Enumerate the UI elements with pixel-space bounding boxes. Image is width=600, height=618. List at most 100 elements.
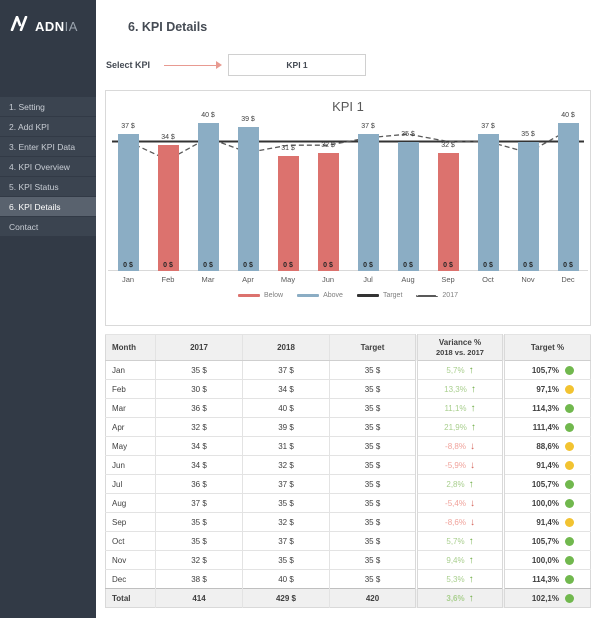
table-row-may: May 34 $31 $35 $ -8,8% ↓ 88,6% — [105, 436, 591, 456]
table-row-jul: Jul 36 $37 $35 $2,8% ↑ 105,7% — [105, 474, 591, 494]
cell-month: Mar — [105, 398, 156, 418]
x-axis-label-dec: Dec — [561, 275, 575, 284]
bar-base-label: 0 $ — [243, 262, 253, 269]
sidebar-item-1-setting[interactable]: 1. Setting — [0, 97, 96, 117]
target-pct-value: 105,7% — [531, 365, 559, 375]
target-pct-value: 91,4% — [536, 517, 559, 527]
status-green-dot-icon — [565, 593, 574, 603]
legend-swatch-icon — [416, 294, 439, 297]
bar-below-feb — [157, 145, 179, 271]
cell-target: 35 $ — [329, 474, 417, 494]
legend-label: 2017 — [442, 292, 458, 299]
sidebar-item-3-enter-kpi-data[interactable]: 3. Enter KPI Data — [0, 137, 96, 157]
cell-2017: 36 $ — [155, 474, 243, 494]
cell-target: 35 $ — [329, 436, 417, 456]
cell-2018: 429 $ — [242, 588, 330, 608]
legend-item-below: Below — [238, 292, 283, 299]
cell-month: Total — [105, 588, 156, 608]
bar-above-mar — [197, 123, 219, 271]
cell-target-pct: 105,7% — [502, 531, 591, 551]
cell-target-pct: 102,1% — [502, 588, 591, 608]
bar-base-label: 0 $ — [163, 262, 173, 269]
cell-2017: 32 $ — [155, 417, 243, 437]
cell-2017: 30 $ — [155, 379, 243, 399]
sidebar-item-5-kpi-status[interactable]: 5. KPI Status — [0, 177, 96, 197]
table-row-jan: Jan 35 $37 $35 $5,7% ↑ 105,7% — [105, 360, 591, 380]
cell-variance: -8,6% ↓ — [415, 512, 504, 532]
cell-month: Dec — [105, 569, 156, 589]
cell-2018: 40 $ — [242, 398, 330, 418]
cell-month: Apr — [105, 417, 156, 437]
x-axis-label-apr: Apr — [242, 275, 254, 284]
x-axis-label-jan: Jan — [121, 275, 135, 284]
selector-pointer-arrow-icon — [164, 60, 223, 70]
sidebar: ADNIA 1. Setting 2. Add KPI 3. Enter KPI D… — [0, 0, 96, 618]
variance-value: -5,4% — [445, 498, 466, 508]
bar-base-label: 0 $ — [363, 262, 373, 269]
kpi-details-table: Month 2017 2018 Target Variance % 2018 vs… — [105, 334, 591, 608]
trend-up-arrow-icon: ↑ — [470, 421, 476, 433]
bar-base-label: 0 $ — [283, 262, 293, 269]
cell-month: Nov — [105, 550, 156, 570]
col-header-variance: Variance % 2018 vs. 2017 — [415, 334, 504, 361]
sidebar-item-4-kpi-overview[interactable]: 4. KPI Overview — [0, 157, 96, 177]
x-axis-label-aug: Aug — [401, 275, 415, 284]
select-kpi-label: Select KPI — [106, 60, 151, 70]
bar-value-label: 32 $ — [441, 141, 455, 149]
chart-bar-column-feb: 34 $ 0 $ — [148, 116, 188, 271]
cell-variance: 5,7% ↑ — [415, 531, 504, 551]
variance-value: 9,4% — [446, 555, 465, 565]
cell-variance: 13,3% ↑ — [415, 379, 504, 399]
cell-target: 35 $ — [329, 531, 417, 551]
chart-title: KPI 1 — [332, 99, 364, 114]
table-row-jun: Jun 34 $32 $35 $ -5,9% ↓ 91,4% — [105, 455, 591, 475]
kpi-select-dropdown[interactable]: KPI 1 — [228, 54, 367, 76]
bar-below-may — [277, 156, 299, 271]
target-pct-value: 102,1% — [531, 593, 559, 603]
target-pct-value: 111,4% — [532, 422, 559, 432]
cell-2017: 35 $ — [155, 531, 243, 551]
cell-2018: 39 $ — [242, 417, 330, 437]
legend-item-2017: 2017 — [416, 292, 458, 299]
bar-above-nov — [517, 141, 539, 271]
cell-2017: 34 $ — [155, 436, 243, 456]
legend-label: Target — [382, 292, 403, 299]
cell-2018: 37 $ — [242, 360, 330, 380]
kpi-chart-panel: KPI 1 37 $ 0 $ 34 $ 0 $ 40 $ 0 $ 39 $ 0 $ 31 $ 0 … — [105, 90, 591, 326]
cell-variance: 9,4% ↑ — [415, 550, 504, 570]
cell-variance: -5,9% ↓ — [415, 455, 504, 475]
trend-down-arrow-icon: ↓ — [469, 497, 475, 509]
cell-2017: 414 — [155, 588, 243, 608]
cell-target: 35 $ — [329, 569, 417, 589]
cell-variance: -8,8% ↓ — [415, 436, 504, 456]
status-green-dot-icon — [565, 479, 574, 489]
sidebar-item-2-add-kpi[interactable]: 2. Add KPI — [0, 117, 96, 137]
cell-target-pct: 105,7% — [502, 360, 591, 380]
sidebar-item-contact[interactable]: Contact — [0, 217, 96, 237]
trend-up-arrow-icon: ↑ — [470, 402, 476, 414]
cell-variance: -5,4% ↓ — [415, 493, 504, 513]
status-green-dot-icon — [565, 403, 574, 413]
chart-bar-column-jan: 37 $ 0 $ — [108, 116, 148, 271]
cell-target: 35 $ — [329, 455, 417, 475]
trend-down-arrow-icon: ↓ — [469, 440, 475, 452]
cell-target-pct: 91,4% — [502, 512, 591, 532]
status-green-dot-icon — [565, 555, 574, 565]
sidebar-item-6-kpi-details[interactable]: 6. KPI Details — [0, 197, 96, 217]
bar-above-jan — [117, 134, 139, 271]
chart-bar-column-may: 31 $ 0 $ — [268, 116, 308, 271]
cell-2018: 34 $ — [242, 379, 330, 399]
cell-target-pct: 114,3% — [502, 398, 591, 418]
chart-bar-column-dec: 40 $ 0 $ — [548, 112, 588, 271]
cell-target-pct: 114,3% — [502, 569, 591, 589]
x-axis-label-jun: Jun — [321, 275, 335, 284]
cell-target-pct: 100,0% — [502, 550, 591, 570]
trend-up-arrow-icon: ↑ — [468, 535, 474, 547]
cell-target: 35 $ — [329, 379, 417, 399]
cell-2018: 32 $ — [242, 512, 330, 532]
cell-2018: 35 $ — [242, 550, 330, 570]
cell-month: Aug — [105, 493, 156, 513]
cell-2017: 35 $ — [155, 360, 243, 380]
table-total-row: Total 414 429 $420 3,6% ↑ 102,1% — [105, 588, 591, 608]
bar-value-label: 37 $ — [121, 123, 135, 131]
